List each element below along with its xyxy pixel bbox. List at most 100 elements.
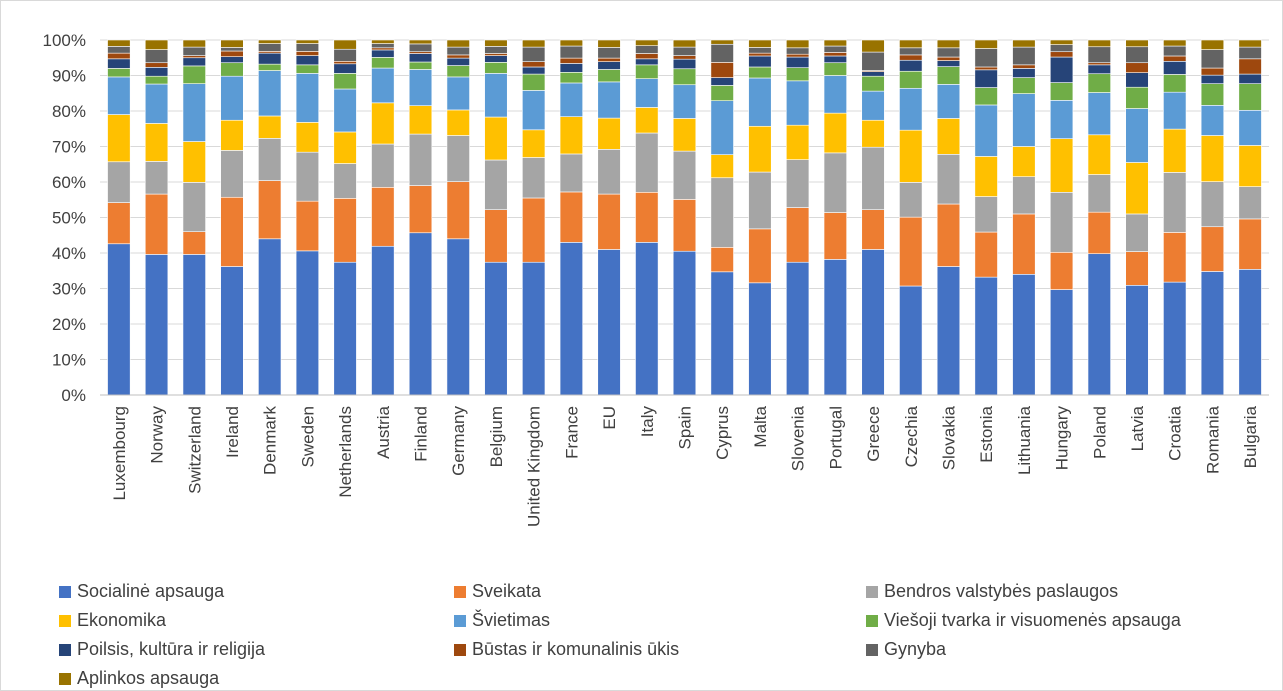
- bar-segment: [182, 46, 206, 56]
- bar-segment: [1087, 39, 1111, 48]
- bar-segment: [258, 43, 282, 52]
- bar-segment: [408, 133, 433, 186]
- bar-segment: [861, 90, 885, 121]
- bar-segment: [559, 63, 583, 73]
- y-tick-label: 70%: [52, 138, 86, 157]
- category-label: Slovakia: [939, 405, 958, 470]
- category-label: Poland: [1090, 406, 1109, 459]
- bar-segment: [371, 49, 395, 58]
- bar-segment: [748, 39, 772, 48]
- bar-segment: [182, 231, 206, 255]
- bar-segment: [182, 254, 206, 396]
- bar-segment: [107, 114, 131, 163]
- bar-segment: [823, 112, 847, 154]
- bar-segment: [371, 47, 395, 51]
- bar-segment: [786, 47, 810, 55]
- bar-segment: [1200, 135, 1225, 182]
- bar-segment: [1163, 60, 1187, 75]
- bar-segment: [974, 87, 998, 106]
- bar-segment: [182, 55, 206, 59]
- bar-segment: [823, 212, 847, 260]
- bar-segment: [371, 187, 395, 247]
- category-label: Greece: [864, 406, 883, 462]
- bar-segment: [748, 52, 772, 57]
- bar-segment: [1200, 49, 1225, 69]
- bar-segment: [446, 46, 470, 56]
- bar-segment: [1125, 39, 1149, 48]
- bar-segment: [861, 75, 885, 92]
- bar-segment: [936, 84, 961, 119]
- bar-segment: [899, 39, 923, 49]
- bar-segment: [786, 207, 810, 263]
- bar-segment: [823, 55, 847, 64]
- bar-segment: [107, 161, 131, 203]
- legend-item: Sveikata: [454, 581, 541, 602]
- bar-segment: [446, 39, 470, 48]
- bar-segment: [144, 67, 169, 77]
- bar-segment: [295, 250, 320, 396]
- bar-segment: [107, 39, 131, 47]
- bar-segment: [107, 68, 131, 78]
- bar-segment: [748, 171, 772, 230]
- bar-segment: [220, 39, 244, 48]
- bar-segment: [371, 43, 395, 49]
- legend-swatch: [866, 585, 878, 598]
- bar-segment: [1238, 145, 1262, 187]
- bar-segment: [295, 55, 320, 66]
- bar-segment: [635, 58, 659, 66]
- bar-segment: [899, 182, 923, 218]
- bar-segment: [597, 193, 621, 250]
- bar-segment: [1049, 191, 1074, 253]
- bar-segment: [258, 39, 282, 44]
- bar-segment: [936, 266, 961, 396]
- category-label: Italy: [638, 406, 657, 438]
- bar-segment: [144, 254, 169, 396]
- bar-segment: [220, 62, 244, 77]
- bar-segment: [522, 90, 546, 131]
- bar-segment: [371, 39, 395, 44]
- category-label: Portugal: [826, 406, 845, 469]
- bar-segment: [408, 53, 433, 63]
- legend-label: Sveikata: [472, 581, 542, 601]
- bar-segment: [710, 154, 734, 179]
- bar-segment: [1087, 92, 1111, 136]
- bar-segment: [861, 146, 885, 210]
- bar-segment: [899, 54, 923, 61]
- bar-segment: [899, 129, 923, 183]
- bar-segment: [635, 78, 659, 108]
- bar-segment: [258, 238, 282, 396]
- bar-segment: [484, 73, 508, 118]
- bar-segment: [1163, 55, 1187, 62]
- bar-segment: [1238, 83, 1262, 111]
- bar-segment: [182, 65, 206, 84]
- bar-segment: [295, 51, 320, 56]
- bar-segment: [1087, 73, 1111, 93]
- bar-segment: [861, 209, 885, 250]
- legend-label: Švietimas: [472, 610, 551, 630]
- bar-segment: [1238, 186, 1262, 220]
- bar-segment: [182, 182, 206, 232]
- category-label: Czechia: [902, 405, 921, 467]
- bar-segment: [597, 61, 621, 70]
- bar-segment: [786, 124, 810, 160]
- bar-segment: [484, 261, 508, 396]
- bar-segment: [484, 53, 508, 56]
- bar-segment: [748, 77, 772, 127]
- bar-segment: [748, 282, 772, 396]
- bar-segment: [1163, 74, 1187, 93]
- bar-segment: [974, 48, 998, 68]
- bar-segment: [559, 153, 583, 193]
- bar-segment: [258, 138, 282, 181]
- legend-label: Būstas ir komunalinis ūkis: [472, 639, 680, 659]
- bar-segment: [710, 247, 734, 273]
- bar-segment: [559, 191, 583, 243]
- bar-segment: [1012, 39, 1036, 48]
- bar-segment: [1012, 146, 1036, 177]
- axes: 0% 10% 20% 30% 40% 50% 60% 70% 80% 90% 100% Luxembo…: [43, 31, 1269, 527]
- bar-segment: [597, 149, 621, 195]
- bar-segment: [672, 150, 697, 200]
- legend-item: Viešoji tvarka ir visuomenės apsauga: [866, 610, 1181, 631]
- bar-segment: [635, 53, 659, 60]
- legend-swatch: [454, 643, 466, 656]
- bar-segment: [597, 117, 621, 150]
